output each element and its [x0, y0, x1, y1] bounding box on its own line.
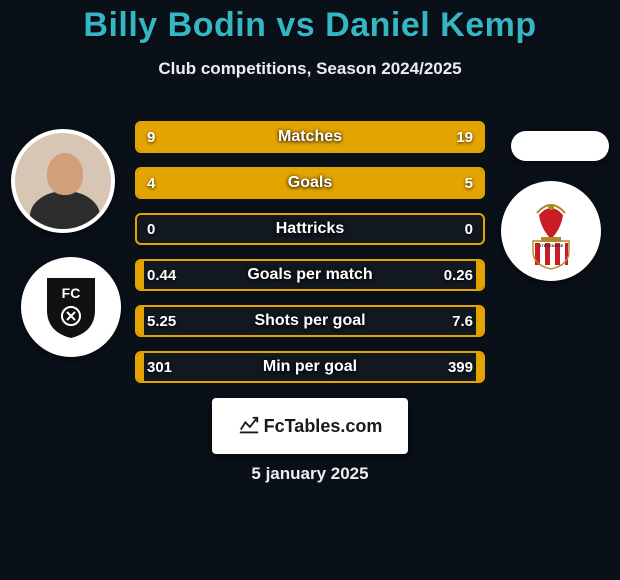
- branding-text: FcTables.com: [264, 416, 383, 437]
- stat-row: Hattricks00: [135, 213, 485, 245]
- branding-badge: FcTables.com: [212, 398, 408, 454]
- bar-fill-left: [137, 123, 248, 151]
- player2-avatar: [511, 131, 609, 161]
- comparison-card: Billy Bodin vs Daniel Kemp Club competit…: [0, 6, 620, 580]
- page-subtitle: Club competitions, Season 2024/2025: [0, 59, 620, 79]
- bar-fill-left: [137, 307, 144, 335]
- stat-row: Goals45: [135, 167, 485, 199]
- bar-fill-right: [248, 123, 483, 151]
- bar-fill-left: [137, 353, 144, 381]
- player2-club-crest: STEVENAGE: [501, 181, 601, 281]
- bar-fill-left: [137, 169, 289, 197]
- bar-fill-left: [137, 261, 144, 289]
- left-column: FC: [5, 121, 125, 391]
- crest-letters: FC: [62, 285, 81, 301]
- stat-row: Goals per match0.440.26: [135, 259, 485, 291]
- bar-fill-right: [289, 169, 483, 197]
- chart-icon: [238, 415, 260, 437]
- stat-bars: Matches919 Goals45 Hattricks00 Goals per ma…: [135, 121, 485, 383]
- stat-row: Min per goal301399: [135, 351, 485, 383]
- stat-row: Shots per goal5.257.6: [135, 305, 485, 337]
- right-column: STEVENAGE: [495, 121, 615, 391]
- player1-avatar: [11, 129, 115, 233]
- stat-row: Matches919: [135, 121, 485, 153]
- bar-fill-right: [476, 261, 483, 289]
- bar-fill-right: [476, 353, 483, 381]
- page-title: Billy Bodin vs Daniel Kemp: [0, 6, 620, 45]
- svg-text:STEVENAGE: STEVENAGE: [539, 243, 564, 248]
- bar-fill-right: [476, 307, 483, 335]
- player1-club-crest: FC: [21, 257, 121, 357]
- date-text: 5 january 2025: [0, 464, 620, 484]
- stats-zone: FC Matches919 Goals45 Hattricks00 Goals per…: [0, 121, 620, 391]
